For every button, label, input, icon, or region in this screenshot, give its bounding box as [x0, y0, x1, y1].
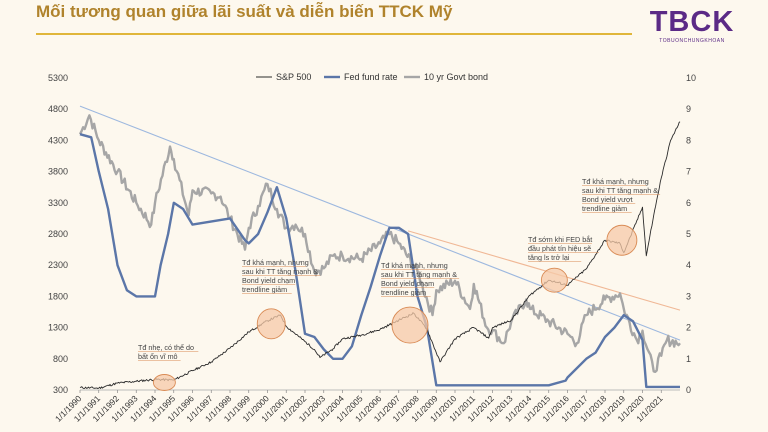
annotation-highlight	[540, 267, 568, 293]
annotation-text: sau khi TT tăng mạnh &	[242, 267, 318, 276]
annotation-text: trendline giảm	[582, 204, 627, 213]
annotation-text: Tđ nhẹ, có thể do	[138, 343, 194, 352]
annotation-text: Tđ khá mạnh, nhưng	[381, 261, 448, 270]
y-right-tick-label: 4	[686, 260, 691, 270]
legend-label: 10 yr Govt bond	[424, 72, 488, 82]
series-line-s-p-500	[79, 121, 681, 390]
annotation-highlight	[256, 308, 286, 340]
y-right-tick-label: 0	[686, 385, 691, 395]
annotation-text: Bond yield vượt	[582, 195, 633, 204]
y-left-tick-label: 1800	[48, 291, 68, 301]
y-left-tick-label: 4300	[48, 135, 68, 145]
y-right-tick-label: 9	[686, 104, 691, 114]
series-line-10-yr-govt-bond	[78, 114, 681, 373]
y-right-tick-label: 10	[686, 73, 696, 83]
annotation-text: Bond yield chạm	[242, 276, 295, 285]
trendline-blue-downtrend	[79, 105, 681, 341]
logo-text: TBCK	[649, 6, 735, 38]
y-left-tick-label: 3300	[48, 198, 68, 208]
annotation-highlight	[152, 374, 176, 391]
y-right-tick-label: 3	[686, 291, 691, 301]
header: Mối tương quan giữa lãi suất và diễn biế…	[0, 0, 768, 50]
y-left-tick-label: 2300	[48, 260, 68, 270]
annotation-highlight	[606, 224, 638, 256]
annotation-text: Tđ khá mạnh, nhưng	[582, 177, 649, 186]
y-left-tick-label: 3800	[48, 167, 68, 177]
legend-label: Fed fund rate	[344, 72, 398, 82]
annotation-text: Tđ khá mạnh, nhưng	[242, 258, 309, 267]
y-left-tick-label: 800	[53, 354, 68, 364]
y-right-tick-label: 6	[686, 198, 691, 208]
y-left-tick-label: 300	[53, 385, 68, 395]
page-title: Mối tương quan giữa lãi suất và diễn biế…	[36, 2, 453, 21]
annotation-text: đầu phát tín hiệu sẽ	[528, 244, 591, 253]
annotation-text: bất ổn vĩ mô	[138, 352, 178, 361]
y-right-tick-label: 8	[686, 135, 691, 145]
y-right-tick-label: 7	[686, 167, 691, 177]
annotation-text: Bond yield chạm	[381, 279, 434, 288]
legend-label: S&P 500	[276, 72, 311, 82]
y-left-tick-label: 5300	[48, 73, 68, 83]
y-left-tick-label: 1300	[48, 323, 68, 333]
annotation-text: trendline giảm	[242, 285, 287, 294]
y-right-tick-label: 5	[686, 229, 691, 239]
annotation-text: tăng ls trở lại	[528, 253, 570, 262]
annotation-text: Tđ sớm khi FED bắt	[528, 235, 592, 244]
y-right-tick-label: 1	[686, 354, 691, 364]
annotation-text: trendline giảm	[381, 288, 426, 297]
brand-logo: TBCK TOBUONCHUNGKHOAN	[640, 6, 744, 45]
annotation-text: sau khi TT tăng mạnh &	[582, 186, 658, 195]
y-left-tick-label: 4800	[48, 104, 68, 114]
title-underline	[36, 33, 632, 35]
y-left-tick-label: 2800	[48, 229, 68, 239]
annotation-text: sau khi TT tăng mạnh &	[381, 270, 457, 279]
logo-subtext: TOBUONCHUNGKHOAN	[659, 38, 725, 44]
annotation-highlight	[391, 306, 429, 344]
series-line-fed-fund-rate	[79, 133, 680, 389]
y-right-tick-label: 2	[686, 323, 691, 333]
trendline-orange-downtrend	[407, 230, 681, 311]
